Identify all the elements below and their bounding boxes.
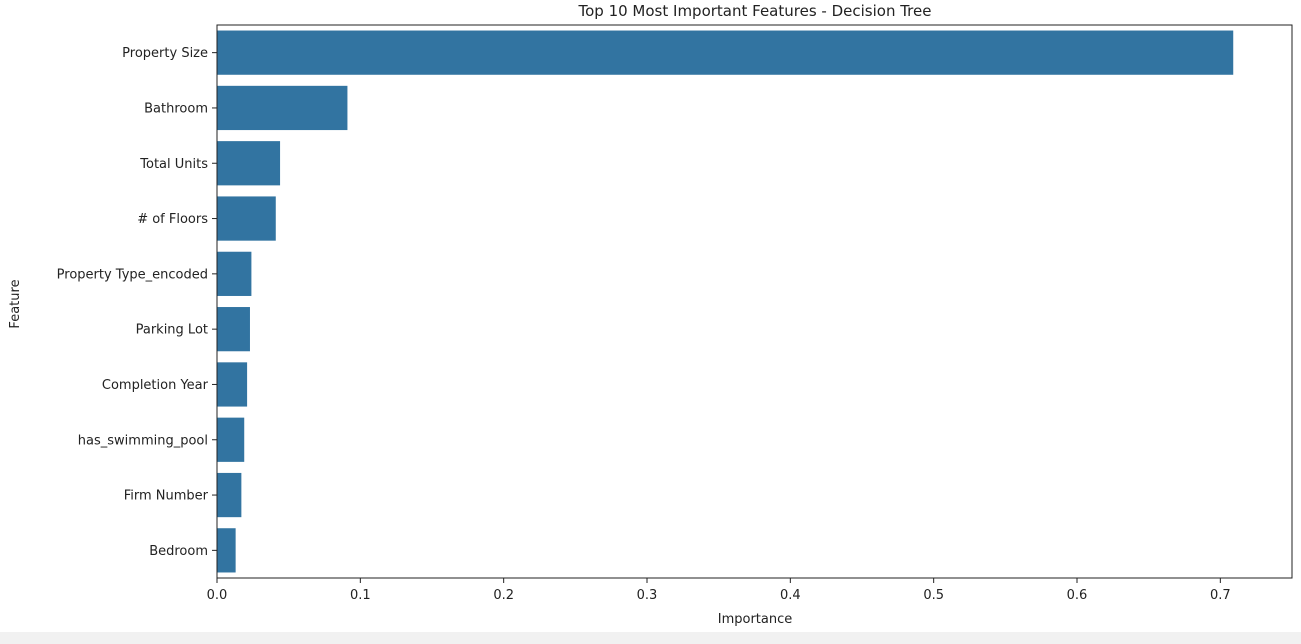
y-axis-label: Feature [8,279,23,328]
y-tick-label-of-floors: # of Floors [137,212,208,227]
y-tick-label-parking-lot: Parking Lot [136,323,208,338]
x-tick-label-0-2: 0.2 [493,588,514,603]
x-tick-label-0-3: 0.3 [637,588,658,603]
x-tick-label-0-1: 0.1 [350,588,371,603]
y-tick-label-completion-year: Completion Year [102,378,209,393]
bar-firm-number [217,472,242,518]
y-tick-label-has-swimming-pool: has_swimming_pool [78,433,208,448]
bar-of-floors [217,196,276,241]
x-tick-label-0-0: 0.0 [207,588,228,603]
y-tick-label-bedroom: Bedroom [149,544,208,559]
x-axis-label: Importance [718,612,793,627]
y-tick-label-total-units: Total Units [139,157,208,172]
bottom-strip [0,632,1301,644]
x-tick-label-0-5: 0.5 [923,588,944,603]
bar-completion-year [217,362,248,407]
bar-parking-lot [217,307,250,352]
y-tick-label-property-type-encoded: Property Type_encoded [57,267,208,282]
bar-has-swimming-pool [217,417,245,462]
axes-frame [216,24,1293,579]
y-tick-label-bathroom: Bathroom [144,101,208,116]
x-tick-labels: 0.0 0.1 0.2 0.3 0.4 0.5 0.6 0.7 [207,578,1231,603]
bars-group [217,30,1234,573]
x-tick-label-0-6: 0.6 [1067,588,1088,603]
bar-bedroom [217,528,236,573]
chart-title: Top 10 Most Important Features - Decisio… [578,2,932,20]
bar-property-size [217,30,1234,75]
y-tick-labels: Property Size Bathroom Total Units # of Flo… [57,46,217,559]
y-tick-label-property-size: Property Size [122,46,208,61]
bar-bathroom [217,85,348,131]
y-tick-label-firm-number: Firm Number [124,489,209,504]
plot-frame [216,24,1293,579]
x-tick-label-0-7: 0.7 [1210,588,1231,603]
bar-total-units [217,141,281,186]
bar-property-type-encoded [217,251,252,296]
x-tick-label-0-4: 0.4 [780,588,801,603]
